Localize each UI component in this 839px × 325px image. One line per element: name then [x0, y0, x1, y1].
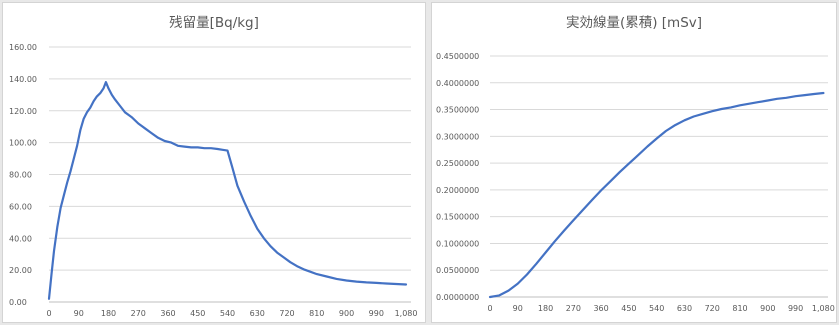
chart-title: 実効線量(累積) [mSv]: [565, 15, 703, 31]
series-line: [47, 80, 408, 300]
x-tick-label: 810: [732, 304, 747, 313]
x-tick-label: 1,080: [812, 304, 835, 313]
x-tick-label: 270: [566, 304, 581, 313]
y-tick-label: 0.3500000: [436, 106, 479, 115]
x-tick-label: 1,080: [395, 309, 418, 318]
residual-amount-plot: 0.00 20.00 40.00 60.00 80.00 100.00 120.00 140.…: [9, 43, 418, 318]
y-tick-label: 0.1500000: [436, 213, 479, 222]
effective-dose-plot: 0.0000000 0.0500000 0.1000000 0.1500000 0.20…: [436, 52, 835, 313]
x-tick-label: 900: [339, 309, 354, 318]
x-tick-label: 270: [131, 309, 146, 318]
y-tick-label: 160.00: [9, 43, 37, 52]
x-tick-label: 990: [369, 309, 384, 318]
y-tick-label: 140.00: [9, 75, 37, 84]
x-tick-label: 900: [760, 304, 775, 313]
y-tick-label: 0.4000000: [436, 79, 479, 88]
y-tick-label: 0.0000000: [436, 293, 479, 302]
y-tick-label: 0.00: [9, 298, 27, 307]
series-line: [488, 91, 825, 299]
y-tick-label: 100.00: [9, 139, 37, 148]
x-tick-label: 630: [677, 304, 692, 313]
x-tick-label: 180: [101, 309, 116, 318]
y-tick-label: 80.00: [9, 171, 32, 180]
residual-amount-chart: 残留量[Bq/kg] 0.00 20.00 40.00 60.00 80.00 100.0…: [2, 2, 426, 323]
x-tick-label: 450: [190, 309, 205, 318]
x-tick-label: 0: [46, 309, 51, 318]
x-tick-label: 630: [250, 309, 265, 318]
effective-dose-chart: 実効線量(累積) [mSv] 0.0000000 0.0500000 0.10000…: [431, 2, 837, 323]
chart-title: 残留量[Bq/kg]: [169, 15, 259, 31]
x-tick-label: 360: [593, 304, 608, 313]
y-tick-label: 120.00: [9, 107, 37, 116]
x-tick-label: 0: [487, 304, 492, 313]
y-tick-label: 60.00: [9, 202, 32, 211]
x-tick-label: 990: [788, 304, 803, 313]
x-tick-label: 180: [538, 304, 553, 313]
x-tick-label: 450: [621, 304, 636, 313]
x-tick-label: 720: [279, 309, 294, 318]
y-tick-label: 40.00: [9, 234, 32, 243]
x-tick-label: 90: [513, 304, 523, 313]
x-tick-label: 540: [220, 309, 235, 318]
x-tick-label: 360: [160, 309, 175, 318]
y-tick-label: 0.3000000: [436, 132, 479, 141]
y-tick-label: 0.2500000: [436, 159, 479, 168]
x-tick-label: 540: [649, 304, 664, 313]
x-tick-label: 90: [74, 309, 84, 318]
y-tick-label: 0.4500000: [436, 52, 479, 61]
y-tick-label: 0.1000000: [436, 239, 479, 248]
x-tick-label: 810: [309, 309, 324, 318]
x-tick-label: 720: [705, 304, 720, 313]
y-tick-label: 0.0500000: [436, 266, 479, 275]
y-tick-label: 0.2000000: [436, 186, 479, 195]
y-tick-label: 20.00: [9, 266, 32, 275]
